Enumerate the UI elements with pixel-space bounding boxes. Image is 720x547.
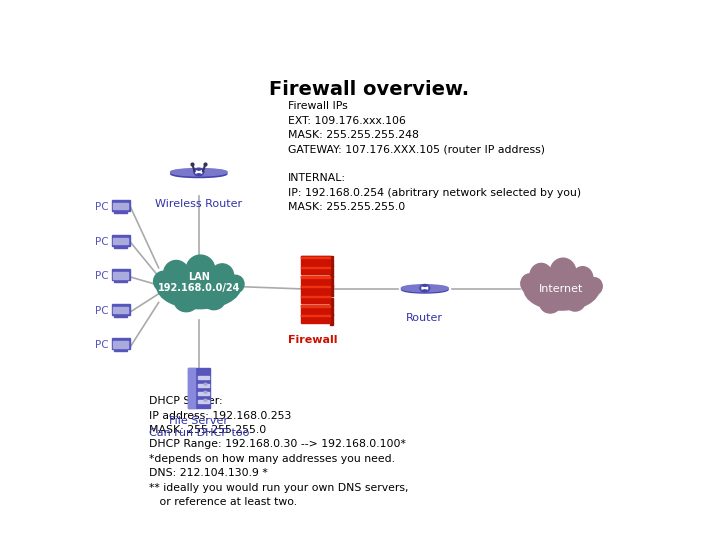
Text: PC: PC <box>95 237 109 247</box>
FancyBboxPatch shape <box>112 270 130 281</box>
Text: PC: PC <box>95 271 109 281</box>
Ellipse shape <box>565 293 585 311</box>
FancyBboxPatch shape <box>330 288 333 296</box>
FancyBboxPatch shape <box>114 211 127 213</box>
FancyBboxPatch shape <box>302 286 330 287</box>
Circle shape <box>420 284 430 292</box>
Ellipse shape <box>171 170 227 178</box>
Circle shape <box>204 383 207 385</box>
Text: PC: PC <box>95 340 109 350</box>
FancyBboxPatch shape <box>302 286 330 294</box>
Ellipse shape <box>572 267 593 289</box>
FancyBboxPatch shape <box>330 307 333 316</box>
FancyBboxPatch shape <box>114 237 128 244</box>
FancyBboxPatch shape <box>302 315 330 317</box>
FancyBboxPatch shape <box>302 256 333 258</box>
Text: Firewall: Firewall <box>289 335 338 345</box>
Text: PC: PC <box>95 202 109 212</box>
FancyBboxPatch shape <box>302 257 330 258</box>
FancyBboxPatch shape <box>114 202 128 209</box>
Text: DHCP Server:
IP address: 192.168.0.253
MASK: 255.255.255.0
DHCP Range: 192.168.0: DHCP Server: IP address: 192.168.0.253 M… <box>148 396 408 507</box>
FancyBboxPatch shape <box>302 266 330 275</box>
FancyBboxPatch shape <box>114 341 128 348</box>
FancyBboxPatch shape <box>302 266 333 267</box>
FancyBboxPatch shape <box>198 376 209 379</box>
Text: LAN
192.168.0.0/24: LAN 192.168.0.0/24 <box>158 272 240 293</box>
FancyBboxPatch shape <box>302 295 330 297</box>
FancyBboxPatch shape <box>302 286 333 287</box>
FancyBboxPatch shape <box>114 281 127 282</box>
Text: Wireless Router: Wireless Router <box>156 199 243 209</box>
FancyBboxPatch shape <box>114 272 128 278</box>
FancyBboxPatch shape <box>112 235 130 246</box>
Text: PC: PC <box>95 306 109 316</box>
Ellipse shape <box>550 258 576 286</box>
FancyBboxPatch shape <box>302 266 330 268</box>
Circle shape <box>204 399 207 401</box>
FancyBboxPatch shape <box>188 368 210 408</box>
FancyBboxPatch shape <box>302 295 330 304</box>
Text: Firewall IPs
EXT: 109.176.xxx.106
MASK: 255.255.255.248
GATEWAY: 107.176.XXX.105: Firewall IPs EXT: 109.176.xxx.106 MASK: … <box>288 101 581 212</box>
Ellipse shape <box>402 285 448 292</box>
Ellipse shape <box>174 292 198 312</box>
Ellipse shape <box>402 286 448 291</box>
FancyBboxPatch shape <box>114 307 128 313</box>
FancyBboxPatch shape <box>198 384 209 387</box>
FancyBboxPatch shape <box>112 200 130 211</box>
FancyBboxPatch shape <box>330 317 333 325</box>
FancyBboxPatch shape <box>198 400 209 403</box>
FancyBboxPatch shape <box>330 269 333 277</box>
FancyBboxPatch shape <box>302 256 330 265</box>
FancyBboxPatch shape <box>114 315 127 317</box>
Ellipse shape <box>524 267 599 310</box>
FancyBboxPatch shape <box>302 276 330 284</box>
FancyBboxPatch shape <box>302 315 330 323</box>
Text: Firewall overview.: Firewall overview. <box>269 80 469 100</box>
FancyBboxPatch shape <box>112 304 130 315</box>
FancyBboxPatch shape <box>198 392 209 395</box>
Text: Internet: Internet <box>539 284 584 294</box>
Ellipse shape <box>540 293 561 313</box>
Ellipse shape <box>211 264 233 287</box>
Text: File Server
Can run DHCP too: File Server Can run DHCP too <box>148 416 249 438</box>
Ellipse shape <box>402 286 448 293</box>
FancyBboxPatch shape <box>302 276 330 278</box>
Ellipse shape <box>587 278 602 295</box>
Circle shape <box>194 168 204 176</box>
FancyBboxPatch shape <box>330 259 333 267</box>
Ellipse shape <box>530 264 552 288</box>
FancyBboxPatch shape <box>114 246 127 248</box>
Ellipse shape <box>171 168 227 176</box>
FancyBboxPatch shape <box>302 276 333 277</box>
FancyBboxPatch shape <box>330 298 333 306</box>
FancyBboxPatch shape <box>302 305 333 306</box>
FancyBboxPatch shape <box>302 315 333 316</box>
FancyBboxPatch shape <box>302 295 333 296</box>
Text: Router: Router <box>406 313 444 323</box>
Ellipse shape <box>186 255 215 283</box>
Ellipse shape <box>157 265 240 309</box>
Ellipse shape <box>228 275 244 293</box>
FancyBboxPatch shape <box>114 350 127 351</box>
Ellipse shape <box>171 169 227 175</box>
Ellipse shape <box>521 274 539 293</box>
FancyBboxPatch shape <box>302 305 330 313</box>
Ellipse shape <box>163 260 189 286</box>
FancyBboxPatch shape <box>302 305 330 307</box>
Ellipse shape <box>153 271 174 292</box>
FancyBboxPatch shape <box>330 278 333 287</box>
Circle shape <box>204 391 207 393</box>
Ellipse shape <box>203 291 225 310</box>
FancyBboxPatch shape <box>188 368 195 408</box>
FancyBboxPatch shape <box>112 339 130 350</box>
